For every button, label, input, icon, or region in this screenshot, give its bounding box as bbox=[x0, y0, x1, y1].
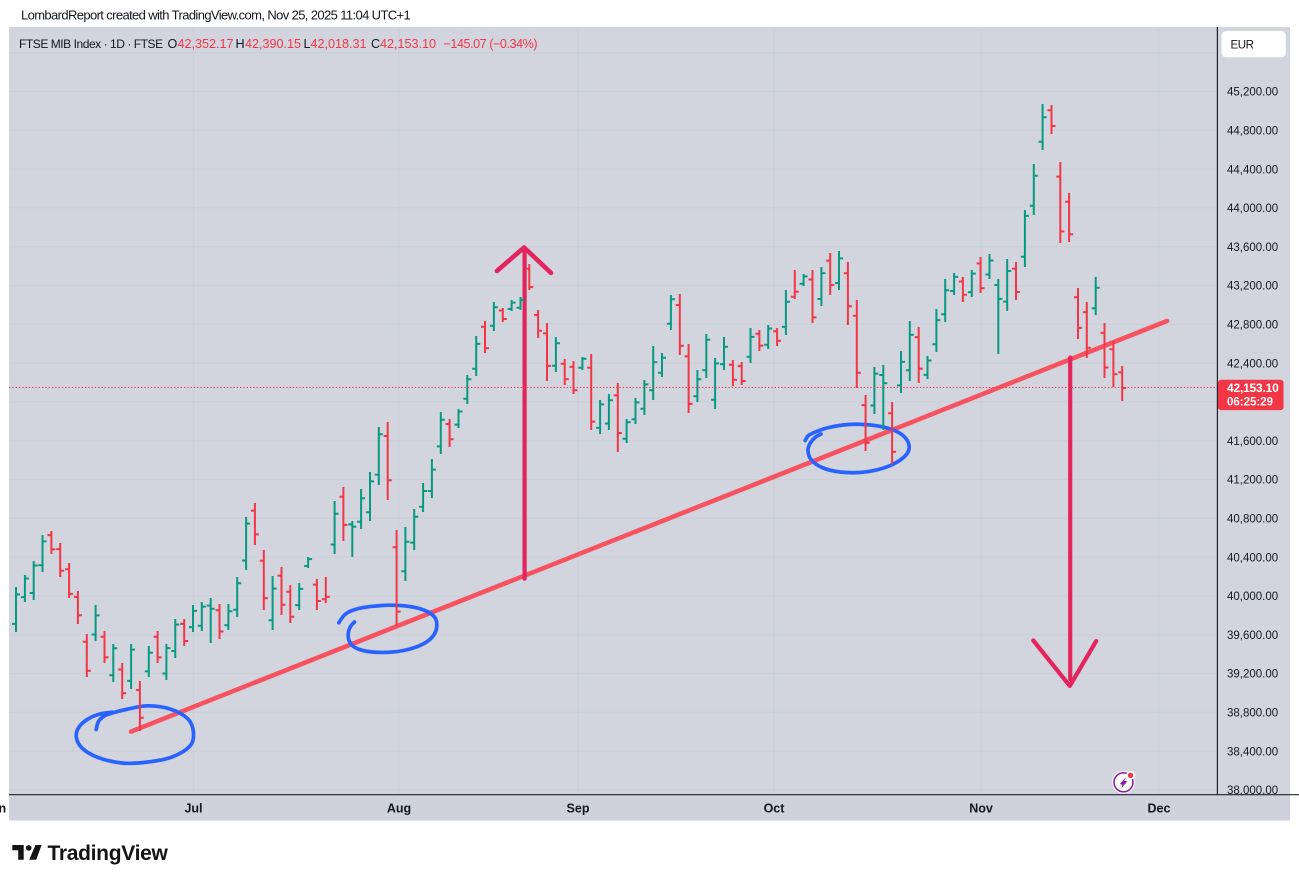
svg-text:38,400.00: 38,400.00 bbox=[1227, 746, 1278, 758]
svg-text:40,800.00: 40,800.00 bbox=[1227, 514, 1278, 526]
svg-text:41,200.00: 41,200.00 bbox=[1227, 475, 1278, 487]
svg-text:43,600.00: 43,600.00 bbox=[1227, 242, 1278, 254]
svg-text:42,153.10: 42,153.10 bbox=[1227, 381, 1279, 395]
svg-text:40,000.00: 40,000.00 bbox=[1227, 591, 1278, 603]
svg-text:Nov: Nov bbox=[969, 802, 993, 816]
svg-text:Dec: Dec bbox=[1148, 802, 1171, 816]
svg-text:42,800.00: 42,800.00 bbox=[1227, 320, 1278, 332]
svg-text:44,800.00: 44,800.00 bbox=[1227, 126, 1278, 138]
svg-text:38,800.00: 38,800.00 bbox=[1227, 708, 1278, 720]
svg-text:Jun: Jun bbox=[0, 802, 6, 816]
svg-text:39,600.00: 39,600.00 bbox=[1227, 630, 1278, 642]
svg-text:40,400.00: 40,400.00 bbox=[1227, 552, 1278, 564]
svg-text:06:25:29: 06:25:29 bbox=[1227, 396, 1273, 408]
svg-text:42,400.00: 42,400.00 bbox=[1227, 358, 1278, 370]
svg-text:Jul: Jul bbox=[184, 802, 202, 816]
svg-text:TradingView: TradingView bbox=[48, 842, 169, 865]
svg-text:LombardReport created with Tra: LombardReport created with TradingView.c… bbox=[21, 8, 411, 23]
svg-text:41,600.00: 41,600.00 bbox=[1227, 436, 1278, 448]
svg-text:44,400.00: 44,400.00 bbox=[1227, 164, 1278, 176]
svg-text:44,000.00: 44,000.00 bbox=[1227, 203, 1278, 215]
svg-text:Sep: Sep bbox=[567, 802, 590, 816]
svg-text:Aug: Aug bbox=[387, 802, 411, 816]
svg-text:EUR: EUR bbox=[1231, 40, 1254, 52]
svg-text:45,200.00: 45,200.00 bbox=[1227, 87, 1278, 99]
svg-text:43,200.00: 43,200.00 bbox=[1227, 281, 1278, 293]
svg-text:38,000.00: 38,000.00 bbox=[1227, 785, 1278, 797]
svg-text:39,200.00: 39,200.00 bbox=[1227, 669, 1278, 681]
svg-text:Oct: Oct bbox=[764, 802, 786, 816]
